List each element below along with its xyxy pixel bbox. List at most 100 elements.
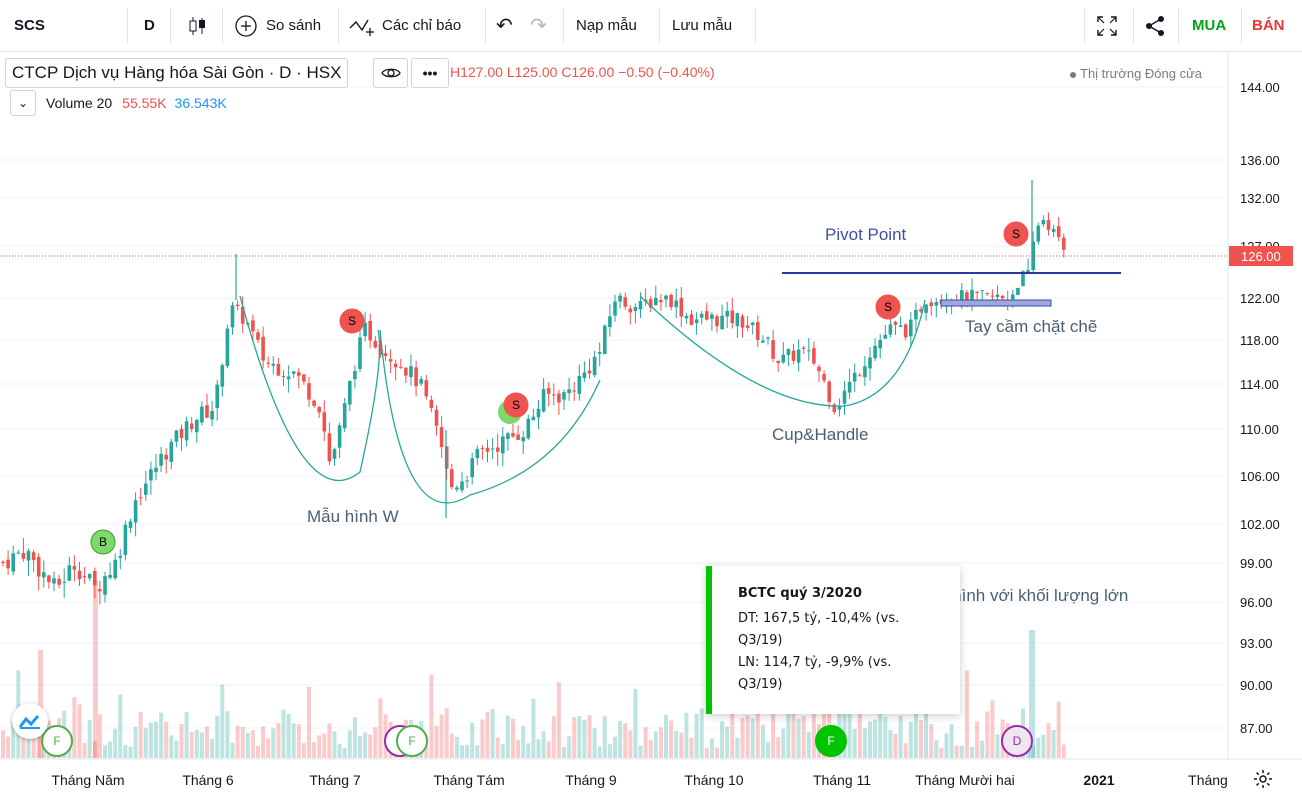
candle-body [133,500,138,523]
candle-body [404,367,408,376]
candle-body [822,373,826,381]
candle-body [93,570,97,586]
volume-bar [312,742,317,758]
event-marker-label[interactable]: S [1012,227,1020,241]
volume-bar [541,731,546,758]
symbol-button[interactable]: SCS [14,17,45,34]
event-marker[interactable] [90,529,116,555]
event-marker-label[interactable]: F [827,734,834,748]
candle-body [1046,220,1051,230]
handle-box [940,299,1052,307]
event-marker-label[interactable]: D [1013,734,1022,748]
volume-bar [949,723,954,758]
indicators-icon [349,19,374,36]
candle-body [684,315,689,319]
event-marker-label[interactable]: S [348,314,356,328]
volume-bar [944,733,949,758]
volume-bar [347,730,352,758]
event-marker-label[interactable]: F [408,734,415,748]
price-tick-label: 106.00 [1240,469,1280,484]
event-marker[interactable] [503,392,529,418]
candle-body [118,555,123,558]
collapse-button[interactable]: ⌄ [10,90,36,116]
volume-bar [31,733,36,758]
candle-body [766,337,770,339]
undo-button[interactable]: ↶ [496,0,513,51]
volume-bar [903,743,908,758]
volume-bar [1051,730,1056,758]
event-marker[interactable] [41,725,73,757]
fullscreen-button[interactable] [1096,0,1118,51]
candle-body [878,340,882,349]
candle-style-button[interactable] [186,0,208,51]
symbol-full-name: CTCP Dịch vụ Hàng hóa Sài Gòn · D · HSX [12,63,342,82]
candle-body [444,446,449,469]
save-template-button[interactable]: Lưu mẫu [672,17,733,34]
tooltip-revenue-cont: Q3/19) [738,633,783,648]
volume-bar [225,711,230,758]
candle-body [567,389,571,394]
candle-body [159,453,163,466]
event-marker[interactable] [815,725,847,757]
toolbar-divider [755,8,756,44]
event-marker-label[interactable]: S [884,300,892,314]
event-marker-label[interactable]: F [53,734,60,748]
candle-body [57,578,61,585]
candle-body [960,290,964,307]
volume-bar [133,726,138,758]
event-marker[interactable] [1001,725,1033,757]
candle-body [378,344,383,355]
compare-button[interactable]: So sánh [234,0,321,51]
candle-body [67,565,72,581]
candle-body [184,421,189,441]
volume-bar [750,718,755,758]
candle-body [26,550,31,561]
volume-bar [868,721,872,758]
candle-body [337,425,342,448]
sell-button[interactable]: BÁN [1252,17,1285,34]
time-tick-label: Tháng 6 [182,772,234,788]
buy-button[interactable]: MUA [1192,17,1227,34]
candle-body [807,350,811,352]
redo-button[interactable]: ↷ [530,0,547,51]
tradingview-logo[interactable] [12,703,48,739]
candle-body [868,357,872,369]
volume-bar [1036,737,1041,758]
volume-bar [439,714,444,758]
interval-button[interactable]: D [144,17,155,34]
candle-body [373,340,378,348]
candle-body [154,467,158,473]
volume-bar [495,737,500,758]
indicators-button[interactable]: Các chỉ báo [348,0,461,51]
volume-bar [531,698,536,758]
volume-bar [26,730,31,758]
w-pattern-curve-left [239,295,381,482]
event-marker-label[interactable]: B [99,535,107,549]
market-status-text: Thị trường Đóng cửa [1080,66,1203,81]
w-pattern-curve-right [379,329,601,504]
visibility-button[interactable] [373,58,408,88]
chart-annotation: Pivot Point [825,225,907,244]
price-tick-label: 102.00 [1240,517,1280,532]
symbol-legend[interactable]: CTCP Dịch vụ Hàng hóa Sài Gòn · D · HSX [5,58,349,88]
event-marker[interactable] [875,294,901,320]
candle-body [888,324,893,335]
candle-body [419,379,423,384]
candle-body [506,433,510,439]
settings-button[interactable] [1250,766,1276,792]
chevron-down-icon: ⌄ [17,96,29,110]
candle-body [149,469,153,481]
event-marker[interactable] [1003,221,1029,247]
event-marker[interactable] [339,308,365,334]
candles-icon [189,16,205,35]
candle-body [985,292,990,294]
volume-bar [245,732,250,758]
volume-bar [939,747,944,758]
event-marker-label[interactable]: S [512,398,520,412]
more-options-button[interactable]: ••• [411,58,449,88]
event-marker[interactable] [396,725,428,757]
share-button[interactable] [1144,0,1166,51]
volume-bar [592,728,597,758]
load-template-button[interactable]: Nạp mẫu [576,17,637,34]
